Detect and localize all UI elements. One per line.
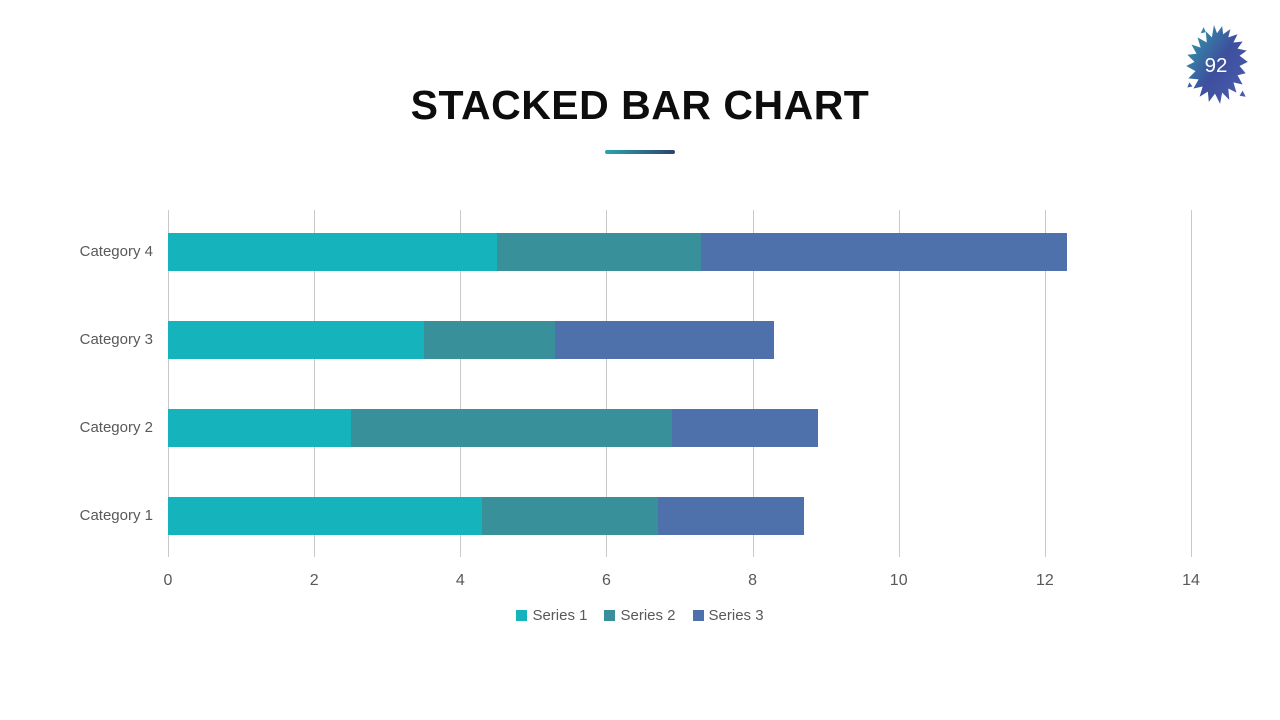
category-label: Category 4 <box>79 243 153 260</box>
legend-item: Series 3 <box>692 607 764 624</box>
legend-label: Series 3 <box>708 607 764 624</box>
x-axis-tick-label: 10 <box>889 572 908 589</box>
bar-segment-series-2 <box>423 321 556 359</box>
x-axis-tick-label: 0 <box>163 572 173 589</box>
gridline <box>460 210 462 557</box>
gridline <box>1044 210 1046 557</box>
page-number-badge: 92 <box>1183 23 1249 107</box>
legend-label: Series 1 <box>532 607 588 624</box>
bar-segment-series-2 <box>482 497 658 535</box>
category-label: Category 3 <box>79 331 153 348</box>
gridline <box>898 210 900 557</box>
x-axis-tick-label: 8 <box>748 572 758 589</box>
page-number: 92 <box>1205 54 1228 77</box>
bar-segment-series-1 <box>168 321 424 359</box>
paint-splash-icon: 92 <box>1186 25 1248 104</box>
category-label: Category 2 <box>79 419 153 436</box>
bar-segment-series-1 <box>168 497 483 535</box>
x-axis-tick-label: 4 <box>455 572 465 589</box>
x-axis-tick-label: 2 <box>309 572 319 589</box>
legend-swatch-icon <box>692 610 704 621</box>
bar-segment-series-3 <box>672 409 819 447</box>
category-label: Category 1 <box>79 507 153 524</box>
chart-legend: Series 1 Series 2 Series 3 <box>0 607 1280 624</box>
bar-segment-series-3 <box>555 321 775 359</box>
bar-segment-series-3 <box>657 497 804 535</box>
gridline <box>606 210 608 557</box>
legend-item: Series 2 <box>604 607 676 624</box>
legend-item: Series 1 <box>516 607 587 624</box>
legend-swatch-icon <box>516 610 528 621</box>
bar-segment-series-1 <box>168 233 497 271</box>
legend-swatch-icon <box>604 610 616 621</box>
gridline <box>168 210 169 557</box>
title-underline-accent <box>605 150 675 154</box>
bar-segment-series-1 <box>168 409 351 447</box>
gridline <box>314 210 316 557</box>
x-axis-tick-label: 6 <box>601 572 611 589</box>
gridline <box>752 210 754 557</box>
bar-segment-series-3 <box>701 233 1067 271</box>
bar-segment-series-2 <box>496 233 702 271</box>
x-axis-tick-label: 14 <box>1182 572 1200 589</box>
gridline <box>1191 210 1192 557</box>
legend-label: Series 2 <box>620 607 676 624</box>
page-title: STACKED BAR CHART <box>410 82 870 128</box>
bar-segment-series-2 <box>350 409 673 447</box>
x-axis-tick-label: 12 <box>1035 572 1054 589</box>
